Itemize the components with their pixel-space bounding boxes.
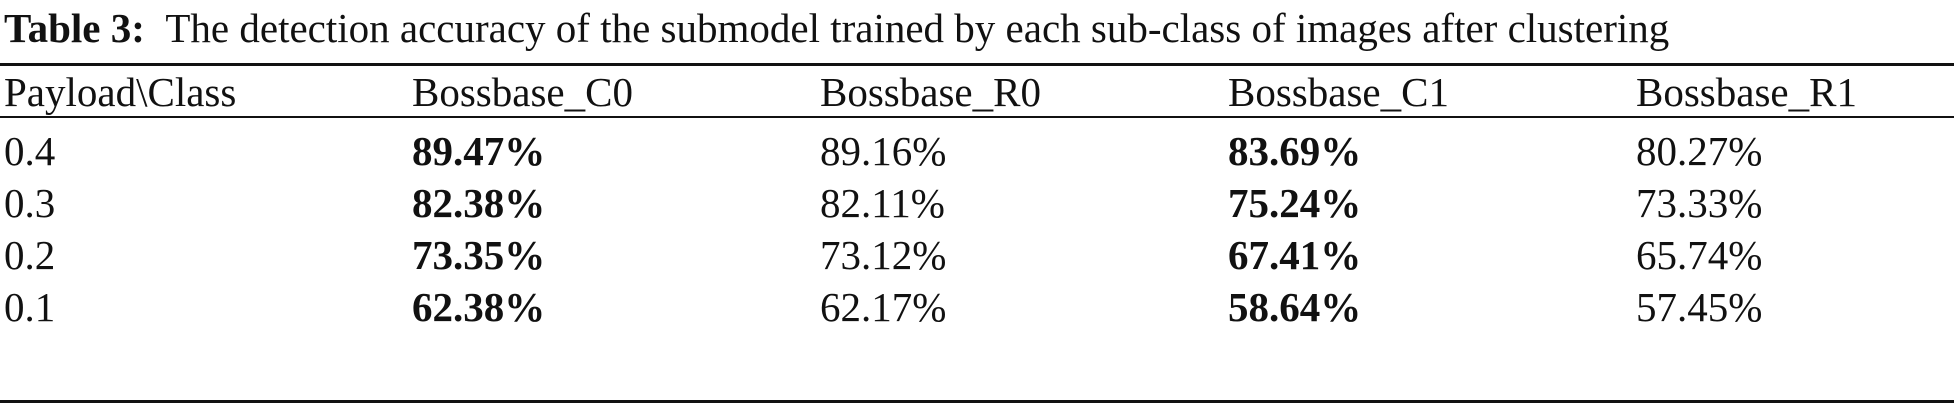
payload-cell: 0.4 [4,128,56,174]
table-row: 0.3 82.38% 82.11% 75.24% 73.33% [0,177,1954,229]
header-bossbase-r1: Bossbase_R1 [1636,69,1857,115]
caption-text: The detection accuracy of the submodel t… [165,5,1670,51]
bossbase-c0-cell: 89.47% [412,128,546,174]
bossbase-c0-cell: 82.38% [412,180,546,226]
bossbase-c1-cell: 75.24% [1228,180,1362,226]
table-caption: Table 3: The detection accuracy of the s… [4,4,1950,52]
payload-cell: 0.3 [4,180,56,226]
bossbase-r1-cell: 65.74% [1636,232,1763,278]
payload-cell: 0.2 [4,232,56,278]
payload-cell: 0.1 [4,284,56,330]
bossbase-r1-cell: 57.45% [1636,284,1763,330]
bossbase-c0-cell: 62.38% [412,284,546,330]
header-bossbase-r0: Bossbase_R0 [820,69,1041,115]
table-row: 0.1 62.38% 62.17% 58.64% 57.45% [0,281,1954,333]
bossbase-c0-cell: 73.35% [412,232,546,278]
header-bossbase-c1: Bossbase_C1 [1228,69,1449,115]
header-rule [0,116,1954,118]
header-payload-class: Payload\Class [4,69,237,115]
bossbase-c1-cell: 58.64% [1228,284,1362,330]
bossbase-r1-cell: 73.33% [1636,180,1763,226]
bossbase-r0-cell: 62.17% [820,284,947,330]
bossbase-r0-cell: 82.11% [820,180,945,226]
bossbase-c1-cell: 67.41% [1228,232,1362,278]
table-row: 0.4 89.47% 89.16% 83.69% 80.27% [0,125,1954,177]
table-row: 0.2 73.35% 73.12% 67.41% 65.74% [0,229,1954,281]
bottom-rule [0,400,1954,403]
table-header-row: Payload\Class Bossbase_C0 Bossbase_R0 Bo… [0,66,1954,118]
bossbase-r1-cell: 80.27% [1636,128,1763,174]
caption-label: Table 3: [4,5,145,51]
bossbase-c1-cell: 83.69% [1228,128,1362,174]
top-rule [0,63,1954,66]
bossbase-r0-cell: 73.12% [820,232,947,278]
bossbase-r0-cell: 89.16% [820,128,947,174]
header-bossbase-c0: Bossbase_C0 [412,69,633,115]
